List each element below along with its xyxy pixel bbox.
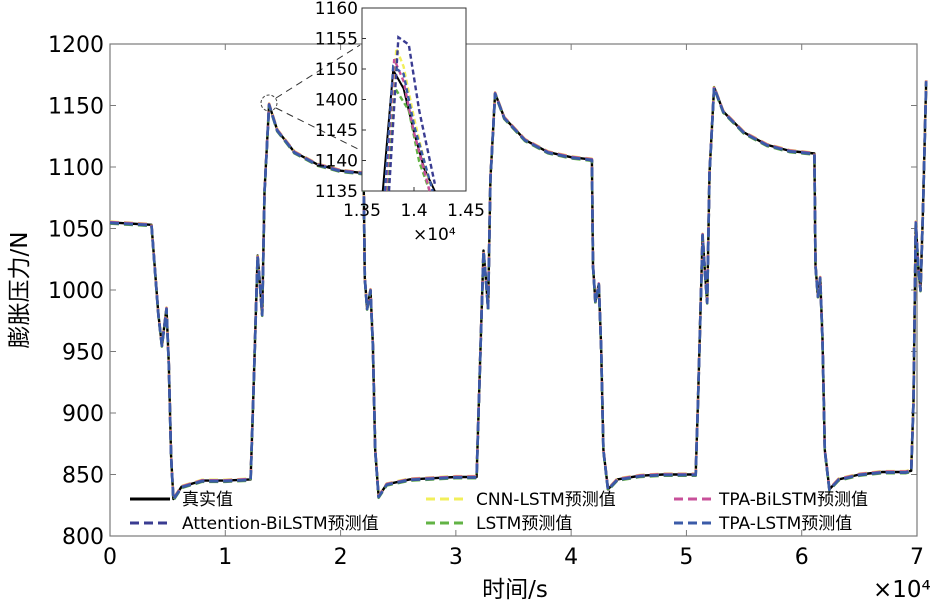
inset-y-tick-label: 1145 xyxy=(315,121,358,141)
inset-y-tick-label: 1140 xyxy=(315,152,358,172)
legend-label-attention-bilstm: Attention-BiLSTM预测值 xyxy=(182,514,379,534)
main-series-group xyxy=(109,80,928,502)
legend: 真实值 Attention-BiLSTM预测值 CNN-LSTM预测值 LSTM… xyxy=(130,490,868,534)
inset-y-tick-label: 1150 xyxy=(315,60,358,80)
inset-y-tick-label: 1160 xyxy=(315,0,358,19)
plot-area xyxy=(109,43,918,537)
inset-y-ticks: 1135 1140 1145 1400 1150 1155 1160 xyxy=(315,0,366,202)
inset-y-tick-label: 1400 xyxy=(315,91,358,111)
inset-chart: 1135 1140 1145 1400 1150 1155 1160 1.35 1.4 1.45… xyxy=(315,0,485,245)
x-tick-label: 3 xyxy=(449,545,463,570)
legend-label-cnn-lstm: CNN-LSTM预测值 xyxy=(476,490,616,510)
inset-plot-area xyxy=(361,7,467,192)
inset-series-line-tpa-lstm xyxy=(383,64,434,192)
x-tick-label: 6 xyxy=(795,545,809,570)
legend-label-tpa-lstm: TPA-LSTM预测值 xyxy=(718,514,852,534)
series-line-tpa-lstm xyxy=(109,81,928,501)
y-tick-label: 1050 xyxy=(48,218,104,243)
inset-series-line-cnn-lstm xyxy=(386,47,431,192)
legend-label-true: 真实值 xyxy=(182,490,233,510)
inset-series-group xyxy=(381,35,436,192)
inset-x-tick-label: 1.45 xyxy=(447,201,485,221)
inset-x-multiplier: ×10⁴ xyxy=(413,225,456,245)
y-tick-label: 900 xyxy=(62,402,104,427)
legend-label-tpa-bilstm: TPA-BiLSTM预测值 xyxy=(718,490,868,510)
zoom-connector-bottom xyxy=(275,107,361,151)
x-axis-label: 时间/s xyxy=(482,577,548,603)
x-tick-label: 7 xyxy=(910,545,924,570)
inset-x-tick-label: 1.35 xyxy=(343,201,381,221)
inset-x-tick-label: 1.4 xyxy=(400,201,427,221)
y-tick-label: 850 xyxy=(62,464,104,489)
x-axis-multiplier: ×10⁴ xyxy=(873,577,931,603)
inset-y-tick-label: 1155 xyxy=(315,30,358,50)
y-tick-label: 1200 xyxy=(48,33,104,58)
x-tick-label: 4 xyxy=(564,545,578,570)
y-tick-label: 800 xyxy=(62,525,104,550)
zoom-region-marker xyxy=(260,94,278,112)
y-axis-label: 膨胀压力/N xyxy=(7,232,33,349)
x-tick-label: 0 xyxy=(103,545,117,570)
legend-label-lstm: LSTM预测值 xyxy=(476,514,572,534)
inset-y-tick-label: 1135 xyxy=(315,182,358,202)
inset-series-line-attention-bilstm xyxy=(387,35,436,192)
inset-x-ticks: 1.35 1.4 1.45 xyxy=(343,187,485,221)
x-tick-label: 2 xyxy=(334,545,348,570)
x-tick-label: 5 xyxy=(679,545,693,570)
y-tick-label: 1100 xyxy=(48,156,104,181)
y-tick-label: 950 xyxy=(62,341,104,366)
zoom-connector-top xyxy=(275,44,361,99)
x-axis-ticks: 0 1 2 3 4 5 6 7 xyxy=(103,44,924,570)
x-tick-label: 1 xyxy=(218,545,232,570)
y-tick-label: 1150 xyxy=(48,95,104,120)
y-tick-label: 1000 xyxy=(48,279,104,304)
y-axis-ticks: 800 850 900 950 1000 1050 1100 1150 1200 xyxy=(48,33,917,550)
